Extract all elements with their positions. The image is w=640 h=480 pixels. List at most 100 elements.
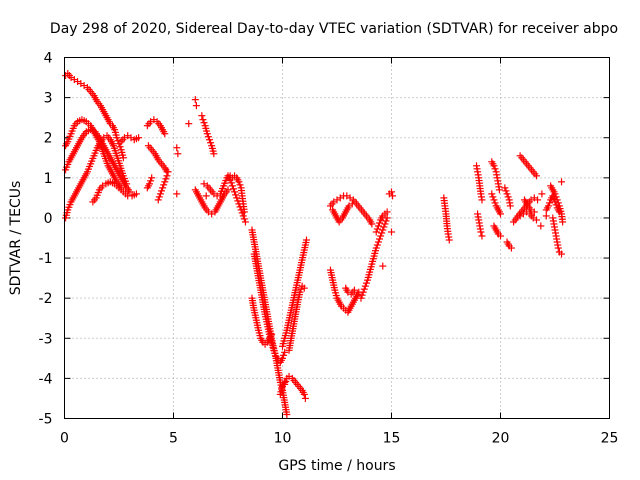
data-point: [281, 378, 289, 386]
data-point: [203, 130, 211, 138]
data-point: [224, 186, 232, 194]
data-point: [378, 229, 386, 237]
data-point: [235, 178, 243, 186]
y-tick-label: -4: [39, 371, 53, 387]
data-point: [554, 244, 562, 252]
data-point: [357, 294, 365, 302]
data-point: [240, 208, 248, 216]
x-tick-label: 15: [383, 431, 401, 447]
data-point: [173, 144, 181, 152]
y-tick-label: 1: [44, 171, 53, 187]
data-point: [506, 202, 514, 210]
data-point: [268, 330, 276, 338]
data-point: [161, 130, 169, 138]
data-point: [360, 285, 368, 293]
data-point: [542, 212, 550, 220]
data-point: [445, 236, 453, 244]
data-point: [502, 187, 510, 195]
data-point: [174, 150, 182, 158]
data-point: [300, 390, 308, 398]
data-point: [159, 184, 167, 192]
data-point: [537, 222, 545, 230]
x-tick-label: 25: [601, 431, 619, 447]
data-point: [549, 192, 557, 200]
data-point: [162, 175, 170, 183]
y-tick-label: -5: [39, 412, 53, 428]
data-point: [207, 139, 215, 147]
data-point: [488, 190, 496, 198]
x-tick-label: 5: [169, 431, 178, 447]
data-points: [62, 70, 567, 418]
data-point: [123, 180, 131, 188]
data-point: [501, 184, 509, 192]
data-point: [199, 116, 207, 124]
data-point: [300, 284, 308, 292]
data-point: [236, 181, 244, 189]
data-point: [555, 208, 563, 216]
data-point: [173, 190, 181, 198]
data-point: [490, 196, 498, 204]
data-point: [552, 201, 560, 209]
data-point: [544, 202, 552, 210]
data-point: [132, 190, 140, 198]
data-point: [210, 150, 218, 158]
data-point: [161, 178, 169, 186]
data-point: [279, 354, 286, 362]
y-tick-label: -3: [39, 331, 53, 347]
data-point: [538, 190, 546, 198]
data-point: [379, 262, 387, 270]
data-point: [489, 193, 497, 201]
data-point: [559, 218, 567, 226]
data-point: [503, 190, 511, 198]
data-point: [362, 279, 370, 287]
y-tick-label: 4: [44, 51, 53, 67]
data-point: [558, 250, 566, 258]
y-tick-label: -2: [39, 291, 53, 307]
y-axis-title: SDTVAR / TECUs: [8, 181, 24, 296]
data-point: [270, 346, 278, 354]
data-point: [477, 228, 485, 236]
data-point: [379, 226, 387, 234]
data-point: [373, 241, 381, 249]
data-point: [389, 192, 397, 200]
data-point: [228, 182, 236, 190]
data-point: [280, 351, 288, 359]
data-point: [281, 348, 289, 356]
data-point: [241, 218, 249, 226]
chart-title: Day 298 of 2020, Sidereal Day-to-day VTE…: [50, 21, 618, 37]
data-point: [233, 194, 241, 202]
data-point: [239, 212, 247, 220]
plot-frame: [64, 57, 610, 419]
data-point: [534, 196, 542, 204]
x-tick-label: 20: [492, 431, 510, 447]
x-axis-title: GPS time / hours: [278, 458, 395, 474]
data-point: [388, 188, 395, 196]
data-point: [376, 219, 384, 227]
data-point: [164, 168, 172, 176]
data-point: [301, 394, 309, 402]
data-point: [495, 186, 503, 194]
data-point: [191, 96, 199, 104]
data-point: [388, 228, 395, 236]
data-point: [381, 220, 389, 228]
data-point: [155, 193, 163, 201]
data-point: [227, 179, 235, 187]
data-point: [146, 180, 154, 188]
data-point: [198, 112, 206, 120]
data-point: [383, 208, 391, 216]
y-tick-label: -1: [39, 251, 53, 267]
data-point: [283, 410, 291, 418]
data-point: [200, 119, 208, 127]
data-point: [160, 181, 168, 189]
data-point: [551, 198, 559, 206]
data-point: [185, 120, 193, 128]
data-point: [382, 217, 390, 225]
data-point: [229, 185, 237, 193]
data-point: [135, 134, 143, 142]
data-point: [530, 208, 538, 216]
data-point: [158, 187, 166, 195]
data-point: [504, 193, 512, 201]
data-point: [376, 235, 384, 243]
data-point: [359, 288, 367, 296]
